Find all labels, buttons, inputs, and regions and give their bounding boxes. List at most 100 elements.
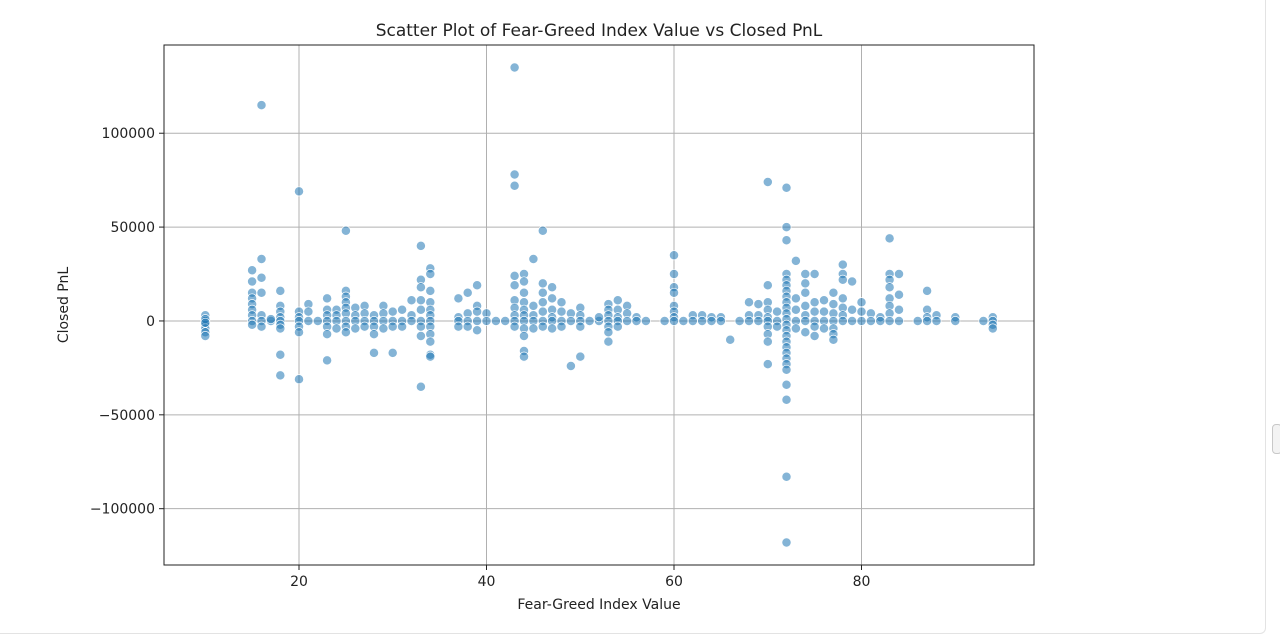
data-point bbox=[415, 331, 426, 341]
data-point bbox=[200, 317, 211, 328]
data-point bbox=[247, 265, 258, 276]
data-point bbox=[631, 316, 642, 326]
y-tick-label: 50000 bbox=[110, 220, 155, 236]
data-point bbox=[875, 316, 886, 326]
data-point bbox=[781, 471, 792, 482]
data-point bbox=[303, 306, 314, 317]
data-point bbox=[687, 316, 698, 326]
data-point bbox=[481, 316, 492, 326]
data-point bbox=[847, 276, 858, 287]
data-point bbox=[565, 316, 576, 326]
data-point bbox=[425, 336, 436, 347]
data-point bbox=[509, 321, 520, 332]
data-point bbox=[734, 316, 745, 326]
data-point bbox=[781, 394, 792, 405]
data-point bbox=[603, 327, 614, 338]
data-point bbox=[312, 316, 323, 326]
data-point bbox=[256, 287, 267, 298]
data-point bbox=[294, 186, 304, 197]
y-axis-label: Closed PnL bbox=[56, 267, 72, 344]
data-point bbox=[978, 316, 989, 326]
data-point bbox=[894, 269, 904, 279]
data-point bbox=[894, 304, 904, 315]
data-point bbox=[669, 316, 679, 326]
data-point bbox=[575, 351, 586, 362]
data-point bbox=[322, 293, 333, 304]
data-point bbox=[387, 321, 398, 332]
data-point bbox=[537, 287, 548, 298]
data-point bbox=[397, 321, 408, 332]
data-point bbox=[697, 316, 708, 326]
data-point bbox=[519, 331, 529, 341]
chart-title: Scatter Plot of Fear-Greed Index Value v… bbox=[376, 21, 823, 41]
data-point bbox=[781, 235, 792, 246]
data-point bbox=[837, 316, 848, 326]
data-point bbox=[547, 293, 558, 304]
data-point bbox=[256, 272, 267, 283]
data-point bbox=[772, 321, 783, 332]
data-point bbox=[678, 316, 689, 326]
data-point bbox=[894, 316, 904, 326]
data-point bbox=[744, 297, 754, 308]
data-point bbox=[537, 278, 548, 289]
data-point bbox=[387, 347, 398, 358]
data-point bbox=[415, 321, 426, 332]
data-point bbox=[828, 287, 839, 298]
data-point bbox=[790, 323, 801, 334]
data-point bbox=[669, 287, 679, 298]
data-point bbox=[294, 374, 304, 385]
data-point bbox=[865, 316, 876, 326]
data-point bbox=[922, 285, 933, 296]
data-point bbox=[781, 182, 792, 193]
data-point bbox=[509, 280, 520, 291]
data-point bbox=[247, 276, 258, 287]
data-point bbox=[790, 255, 801, 266]
scrollbar-handle[interactable] bbox=[1272, 424, 1280, 454]
data-point bbox=[762, 336, 773, 347]
data-point bbox=[350, 323, 361, 334]
data-point bbox=[415, 295, 426, 306]
data-point bbox=[322, 329, 333, 340]
data-point bbox=[406, 316, 417, 326]
data-point bbox=[800, 316, 811, 326]
data-point bbox=[547, 323, 558, 334]
data-point bbox=[819, 306, 829, 317]
data-point bbox=[800, 278, 811, 289]
data-point bbox=[519, 351, 529, 362]
data-point bbox=[387, 306, 398, 317]
data-point bbox=[500, 316, 511, 326]
data-point bbox=[425, 351, 436, 362]
data-point bbox=[762, 280, 773, 291]
data-point bbox=[472, 316, 483, 326]
data-point bbox=[528, 323, 539, 334]
x-tick-label: 80 bbox=[853, 574, 871, 590]
data-point bbox=[472, 325, 483, 336]
data-point bbox=[509, 62, 520, 73]
data-point bbox=[294, 327, 304, 338]
data-point bbox=[753, 299, 764, 310]
data-point bbox=[781, 379, 792, 390]
data-point bbox=[856, 306, 867, 317]
data-point bbox=[603, 336, 614, 347]
data-point bbox=[537, 306, 548, 317]
data-point bbox=[528, 300, 539, 311]
data-point bbox=[556, 297, 567, 308]
data-point bbox=[584, 316, 595, 326]
data-point bbox=[509, 169, 520, 180]
data-point bbox=[894, 289, 904, 300]
data-point bbox=[781, 537, 792, 548]
data-point bbox=[509, 180, 520, 191]
data-point bbox=[640, 316, 651, 326]
data-point bbox=[397, 304, 408, 315]
data-point bbox=[415, 381, 426, 392]
data-point bbox=[912, 316, 923, 326]
data-point bbox=[303, 316, 314, 326]
data-point bbox=[462, 321, 473, 332]
x-tick-label: 60 bbox=[665, 574, 683, 590]
data-point bbox=[425, 285, 436, 296]
x-tick-label: 20 bbox=[290, 574, 308, 590]
data-point bbox=[856, 297, 867, 308]
data-point bbox=[415, 240, 426, 251]
data-point bbox=[528, 254, 539, 264]
